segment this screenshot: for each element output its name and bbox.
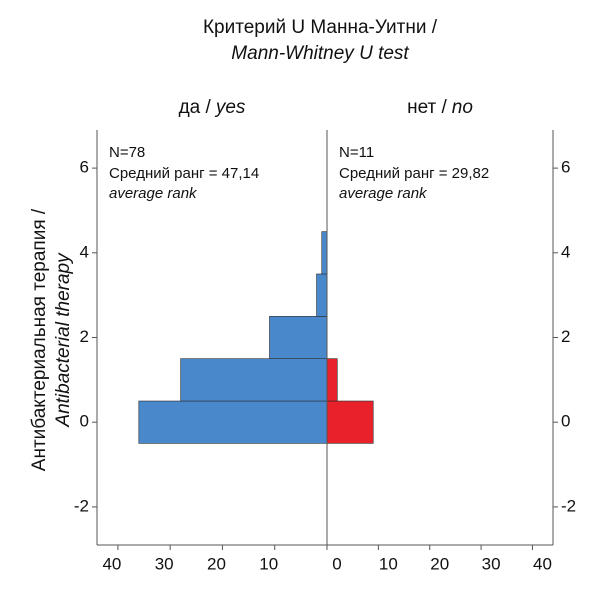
rank-label: Средний ранг = 47,14: [109, 165, 259, 182]
x-tick-label: 40: [102, 554, 121, 573]
n-label: N=78: [109, 144, 145, 161]
y-label-italic: Antibacterial therapy: [53, 252, 74, 428]
bar: [269, 316, 328, 359]
bar: [316, 273, 328, 317]
x-tick-label: 10: [259, 554, 278, 573]
y-tick-label: 6: [80, 158, 89, 177]
rank-label: Средний ранг = 29,82: [339, 165, 489, 182]
chart-subtitle: Mann-Whitney U test: [231, 43, 409, 64]
n-label: N=11: [339, 144, 374, 161]
panel-header-italic: yes: [214, 97, 246, 118]
y-label: Антибактериальная терапия /: [29, 208, 50, 471]
bar: [326, 358, 338, 402]
x-tick-label: 20: [430, 554, 449, 573]
bar: [326, 400, 374, 444]
y-tick-label: 2: [80, 327, 89, 346]
y-tick-label: -2: [561, 496, 576, 515]
y-axis-label: Антибактериальная терапия / Antibacteria…: [29, 208, 74, 471]
chart-title: Критерий U Манна-Уитни /: [203, 17, 438, 38]
y-tick-label: 4: [561, 242, 570, 261]
bar: [138, 400, 328, 444]
x-tick-label: 30: [482, 554, 501, 573]
x-tick-label: 20: [207, 554, 226, 573]
panel-header-text: да /: [179, 97, 212, 118]
y-tick-label: 0: [80, 412, 89, 431]
panel-header: нет / no: [407, 97, 473, 118]
panel-header-italic: no: [452, 97, 473, 118]
x-tick-label: 40: [533, 554, 552, 573]
rank-label-italic: average rank: [109, 185, 198, 202]
panel-header: да / yes: [179, 97, 246, 118]
bar: [321, 231, 328, 275]
x-tick-label: 0: [332, 554, 341, 573]
y-tick-label: 6: [561, 158, 570, 177]
rank-label-italic: average rank: [339, 185, 428, 202]
x-tick-label: 10: [379, 554, 398, 573]
panel-header-text: нет /: [407, 97, 447, 118]
bar: [180, 358, 328, 402]
y-tick-label: 4: [80, 242, 89, 261]
y-tick-label: 2: [561, 327, 570, 346]
y-tick-label: 0: [561, 412, 570, 431]
x-tick-label: 30: [155, 554, 174, 573]
y-tick-label: -2: [74, 496, 89, 515]
